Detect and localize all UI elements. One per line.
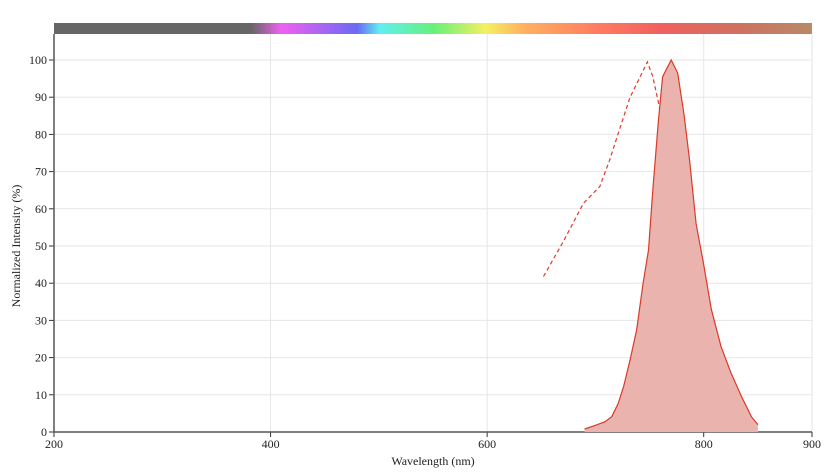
y-tick-label: 30 (35, 313, 47, 327)
y-axis-label: Normalized Intensity (%) (9, 185, 23, 308)
y-tick-label: 80 (35, 127, 47, 141)
x-tick-label: 200 (45, 437, 63, 451)
spectrum-color-bar (54, 23, 812, 34)
y-tick-label: 90 (35, 90, 47, 104)
emission-area (584, 60, 758, 432)
x-tick-label: 900 (803, 437, 821, 451)
y-tick-label: 0 (41, 425, 47, 439)
y-tick-label: 70 (35, 165, 47, 179)
y-tick-label: 20 (35, 351, 47, 365)
excitation-line (542, 60, 693, 366)
x-tick-label: 600 (478, 437, 496, 451)
y-tick-label: 60 (35, 202, 47, 216)
x-tick-label: 400 (262, 437, 280, 451)
y-tick-label: 100 (29, 53, 47, 67)
y-tick-label: 50 (35, 239, 47, 253)
x-tick-label: 800 (695, 437, 713, 451)
x-axis-label: Wavelength (nm) (391, 454, 474, 468)
y-tick-label: 40 (35, 276, 47, 290)
emission-line (584, 58, 759, 430)
y-tick-label: 10 (35, 388, 47, 402)
